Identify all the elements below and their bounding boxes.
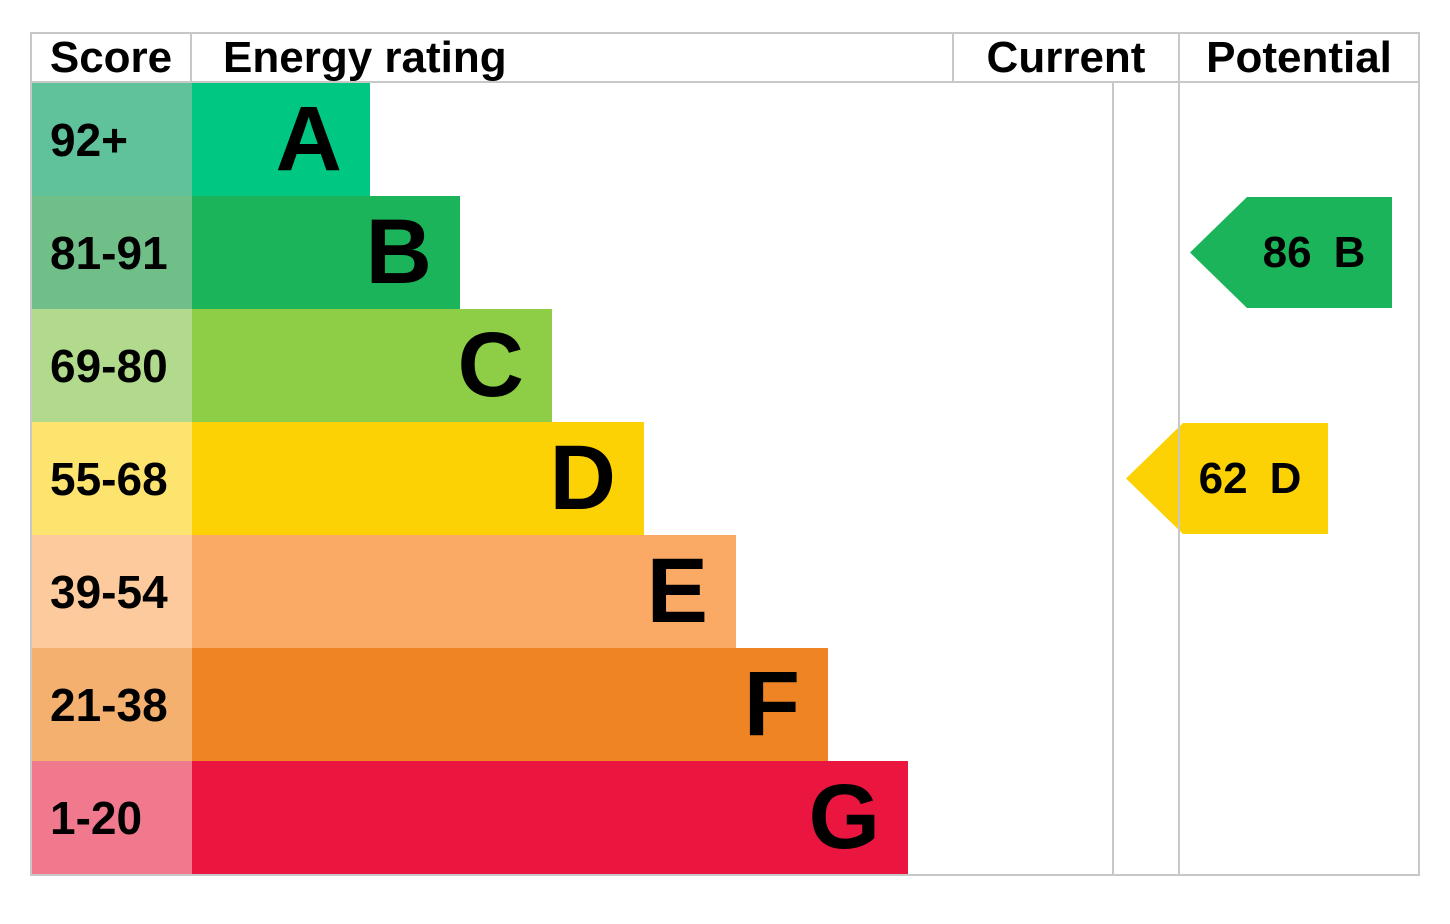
table-header-row: Score Energy rating Current Potential [32,34,1418,83]
band-row: 81-91 B [32,196,952,309]
potential-column: 86 B [1178,83,1418,874]
score-range-cell: 55-68 [32,422,192,535]
potential-rating-letter: B [1333,227,1366,277]
band-letter: A [275,88,342,190]
energy-band-bar: A [192,83,370,196]
score-range-cell: 81-91 [32,196,192,309]
band-letter: F [743,653,800,755]
current-rating-letter: D [1269,453,1302,503]
energy-band-bar: C [192,309,552,422]
current-column: 62 D [1112,83,1338,874]
band-row: 69-80 C [32,309,952,422]
band-letter: D [549,427,616,529]
header-current: Current [952,34,1178,81]
band-row: 39-54 E [32,535,952,648]
band-row: 21-38 F [32,648,952,761]
table-body: 92+ A 81-91 B 69-80 C 55-68 D 39-54 E 21… [32,83,1418,874]
score-range-cell: 21-38 [32,648,192,761]
energy-band-bar: E [192,535,736,648]
energy-band-bar: F [192,648,828,761]
score-range-cell: 69-80 [32,309,192,422]
header-score: Score [32,34,192,81]
score-range-cell: 1-20 [32,761,192,874]
band-row: 55-68 D [32,422,952,535]
potential-rating-arrow: 86 B [1190,197,1392,308]
energy-band-bar: D [192,422,644,535]
band-row: 1-20 G [32,761,952,874]
score-range-cell: 92+ [32,83,192,196]
header-potential: Potential [1178,34,1418,81]
header-energy-rating: Energy rating [223,33,507,82]
score-range-cell: 39-54 [32,535,192,648]
band-letter: E [646,540,708,642]
band-letter: C [457,314,524,416]
potential-score-value: 86 [1262,227,1312,277]
band-list: 92+ A 81-91 B 69-80 C 55-68 D 39-54 E 21… [32,83,952,874]
band-row: 92+ A [32,83,952,196]
band-letter: B [365,201,432,303]
epc-rating-table: Score Energy rating Current Potential 92… [30,32,1420,876]
band-letter: G [808,766,880,868]
current-score-value: 62 [1198,453,1248,503]
energy-band-bar: B [192,196,460,309]
energy-band-bar: G [192,761,908,874]
